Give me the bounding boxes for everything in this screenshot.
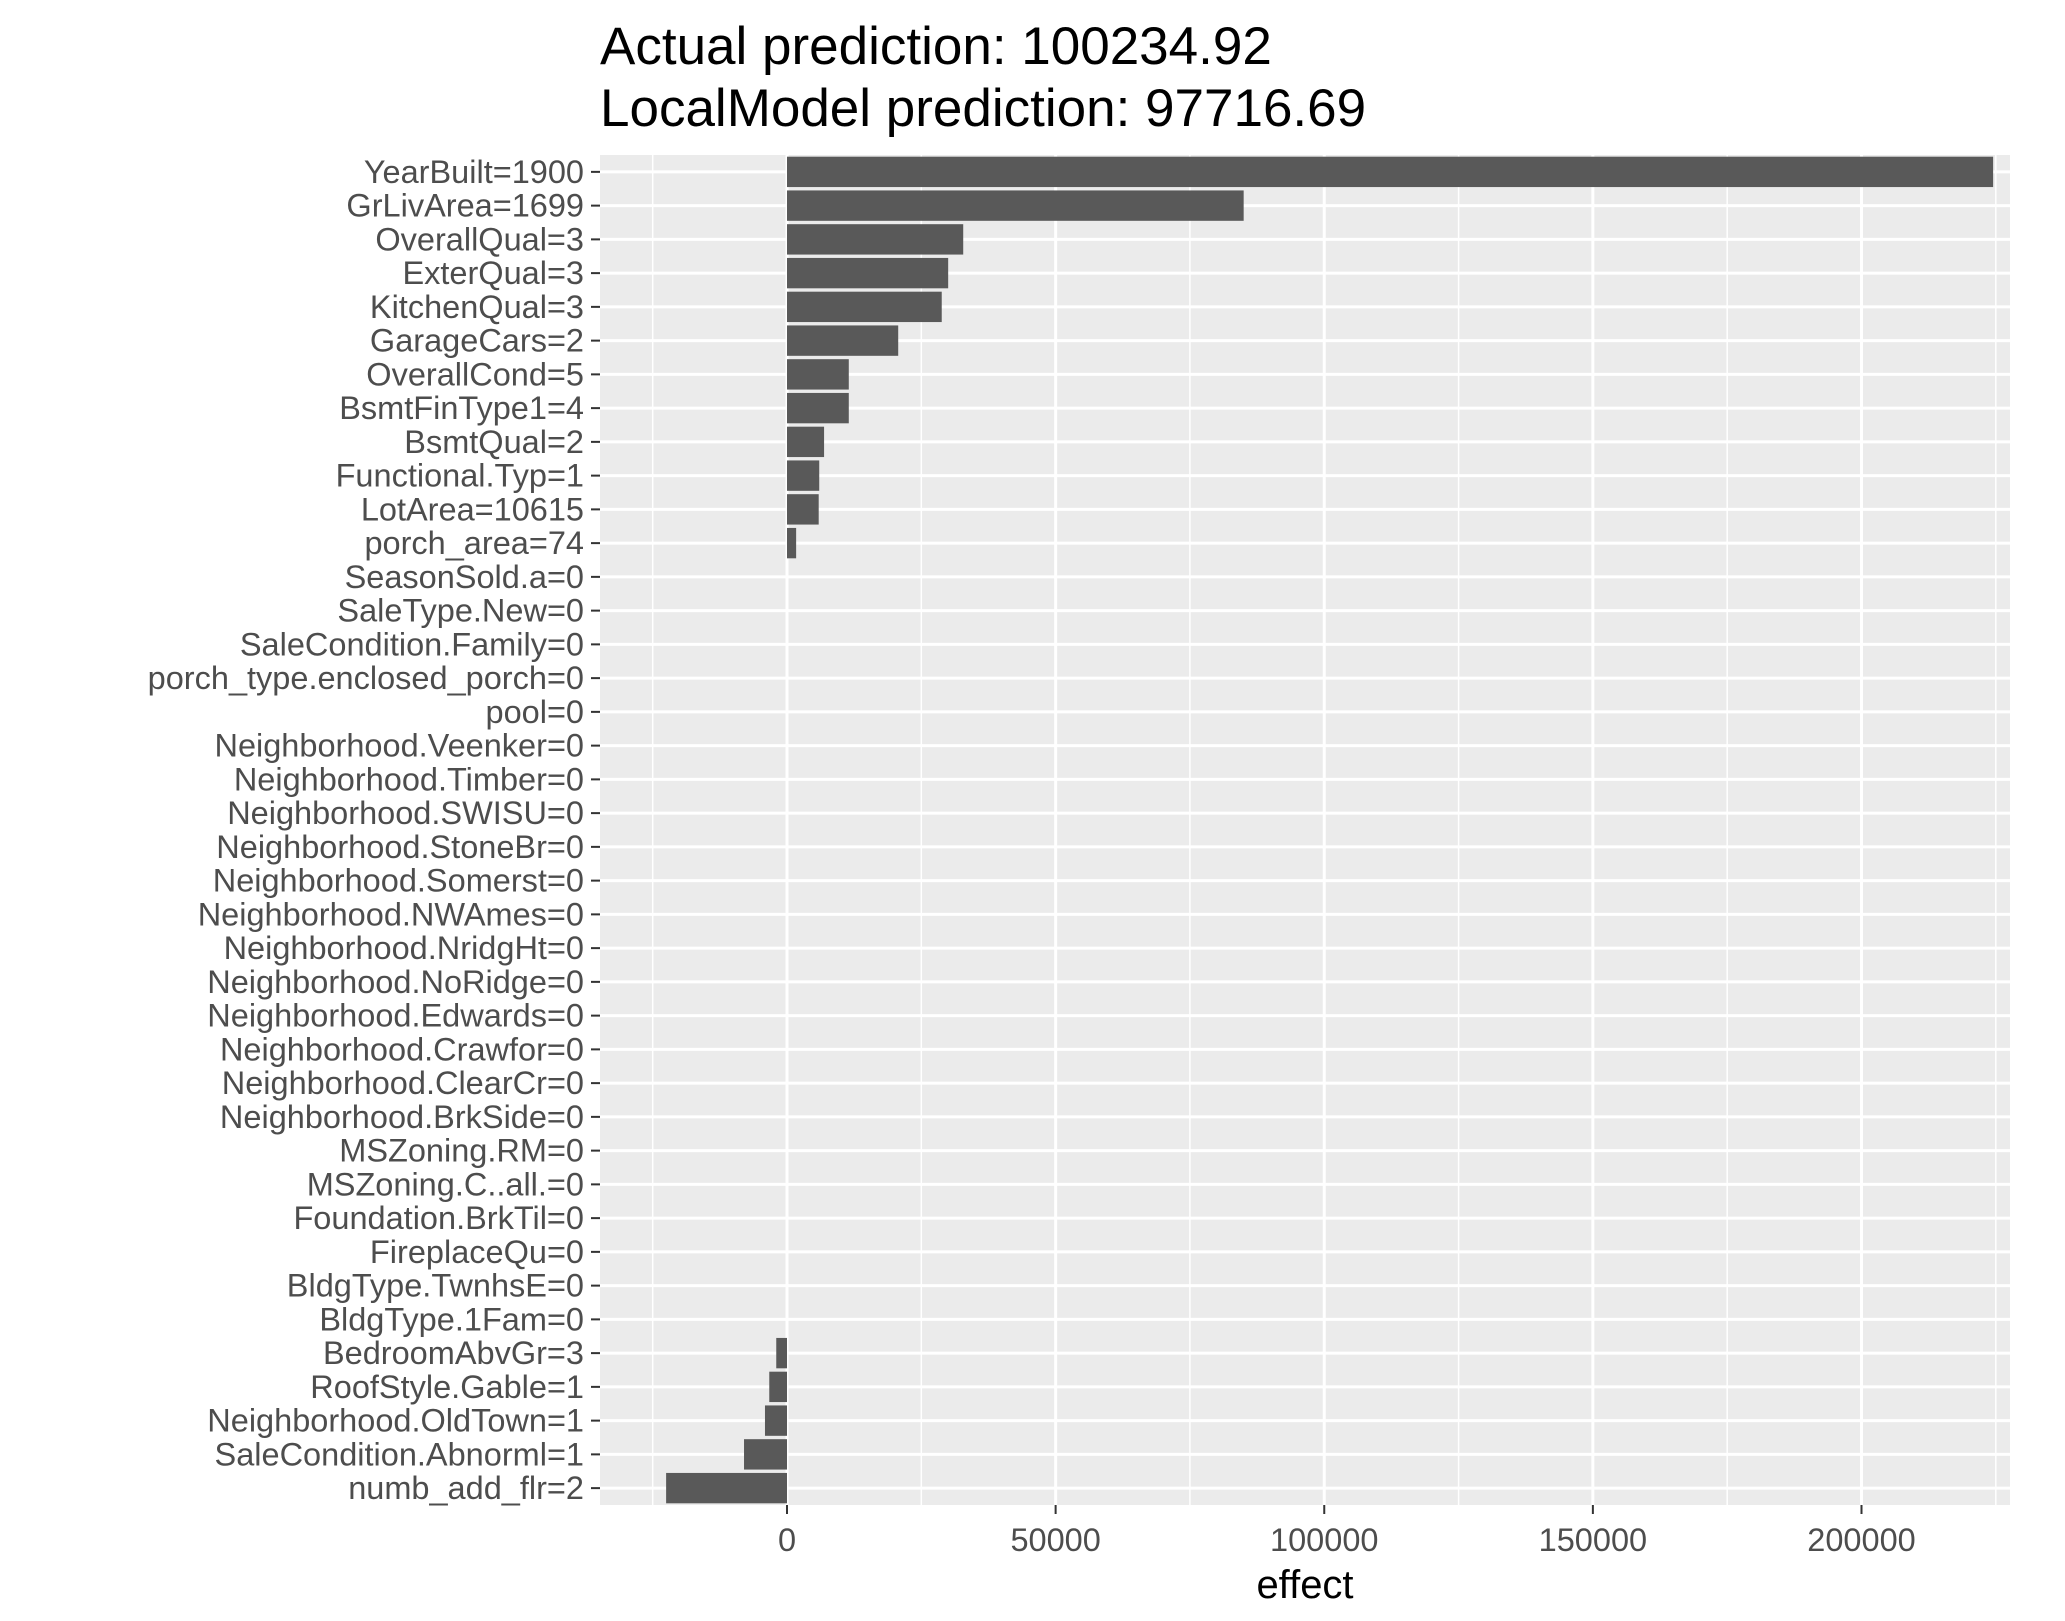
bar bbox=[787, 291, 942, 323]
y-tick-label: BldgType.1Fam=0 bbox=[319, 1301, 584, 1337]
y-tick-label: pool=0 bbox=[486, 694, 585, 730]
y-tick-label: porch_type.enclosed_porch=0 bbox=[148, 660, 584, 696]
y-tick-label: ExterQual=3 bbox=[402, 255, 584, 291]
bar bbox=[769, 1371, 787, 1403]
y-tick-label: YearBuilt=1900 bbox=[364, 154, 584, 190]
y-tick-label: LotArea=10615 bbox=[361, 491, 584, 527]
bar bbox=[787, 392, 849, 424]
y-tick-label: Neighborhood.Timber=0 bbox=[234, 761, 584, 797]
bar bbox=[787, 527, 797, 559]
y-tick-label: SaleType.New=0 bbox=[337, 593, 584, 629]
y-tick-label: OverallCond=5 bbox=[366, 356, 584, 392]
y-tick-label: OverallQual=3 bbox=[375, 221, 584, 257]
y-tick-label: numb_add_flr=2 bbox=[348, 1470, 584, 1506]
y-tick-label: FireplaceQu=0 bbox=[370, 1234, 584, 1270]
bars bbox=[666, 156, 1994, 1504]
bar bbox=[744, 1439, 787, 1470]
y-tick-label: Foundation.BrkTil=0 bbox=[293, 1200, 584, 1236]
y-tick-label: BsmtQual=2 bbox=[404, 424, 584, 460]
chart-title-line-2: LocalModel prediction: 97716.69 bbox=[600, 79, 1367, 138]
y-tick-label: Neighborhood.OldTown=1 bbox=[207, 1403, 584, 1439]
x-tick-label: 200000 bbox=[1807, 1522, 1915, 1558]
y-tick-label: Neighborhood.Edwards=0 bbox=[207, 998, 584, 1034]
chart-title-line-1: Actual prediction: 100234.92 bbox=[600, 17, 1272, 76]
y-tick-label: porch_area=74 bbox=[364, 525, 584, 561]
y-tick-label: GrLivArea=1699 bbox=[346, 188, 584, 224]
x-tick-label: 150000 bbox=[1539, 1522, 1647, 1558]
y-axis: YearBuilt=1900GrLivArea=1699OverallQual=… bbox=[148, 154, 600, 1506]
y-tick-label: SaleCondition.Abnorml=1 bbox=[215, 1436, 584, 1472]
y-tick-label: Neighborhood.Crawfor=0 bbox=[220, 1031, 584, 1067]
x-tick-label: 100000 bbox=[1270, 1522, 1378, 1558]
x-tick-label: 50000 bbox=[1010, 1522, 1100, 1558]
bar bbox=[787, 359, 849, 390]
bar bbox=[787, 190, 1244, 221]
x-axis-label: effect bbox=[1256, 1563, 1353, 1607]
bar bbox=[666, 1472, 787, 1504]
y-tick-label: Neighborhood.Veenker=0 bbox=[214, 728, 584, 764]
y-tick-label: Neighborhood.ClearCr=0 bbox=[222, 1065, 584, 1101]
bar bbox=[787, 460, 820, 491]
y-tick-label: RoofStyle.Gable=1 bbox=[310, 1369, 584, 1405]
y-tick-label: Neighborhood.SWISU=0 bbox=[227, 795, 584, 831]
y-tick-label: Neighborhood.NoRidge=0 bbox=[207, 964, 584, 1000]
y-tick-label: MSZoning.RM=0 bbox=[339, 1133, 584, 1169]
bar bbox=[787, 156, 1994, 188]
y-tick-label: BedroomAbvGr=3 bbox=[323, 1335, 584, 1371]
y-tick-label: BsmtFinType1=4 bbox=[339, 390, 584, 426]
bar bbox=[787, 257, 949, 289]
x-tick-label: 0 bbox=[778, 1522, 796, 1558]
bar bbox=[764, 1405, 787, 1436]
y-tick-label: SaleCondition.Family=0 bbox=[240, 626, 584, 662]
y-tick-label: KitchenQual=3 bbox=[370, 289, 584, 325]
y-tick-label: Functional.Typ=1 bbox=[336, 458, 584, 494]
y-tick-label: GarageCars=2 bbox=[370, 323, 584, 359]
x-axis: 0 50000 100000 150000 200000 bbox=[778, 1505, 1916, 1558]
y-tick-label: Neighborhood.NWAmes=0 bbox=[198, 896, 584, 932]
bar bbox=[787, 426, 825, 458]
y-tick-label: Neighborhood.NridgHt=0 bbox=[224, 930, 584, 966]
y-tick-label: Neighborhood.BrkSide=0 bbox=[220, 1099, 584, 1135]
bar bbox=[787, 325, 899, 356]
bar bbox=[787, 494, 819, 525]
grid-lines bbox=[600, 155, 2010, 1505]
plot-panel bbox=[600, 155, 2010, 1505]
y-tick-label: Neighborhood.StoneBr=0 bbox=[216, 829, 584, 865]
y-tick-label: Neighborhood.Somerst=0 bbox=[213, 863, 584, 899]
bar bbox=[787, 224, 964, 255]
y-tick-label: BldgType.TwnhsE=0 bbox=[287, 1268, 584, 1304]
bar bbox=[776, 1337, 787, 1369]
y-tick-label: MSZoning.C..all.=0 bbox=[307, 1166, 584, 1202]
y-tick-label: SeasonSold.a=0 bbox=[345, 559, 584, 595]
